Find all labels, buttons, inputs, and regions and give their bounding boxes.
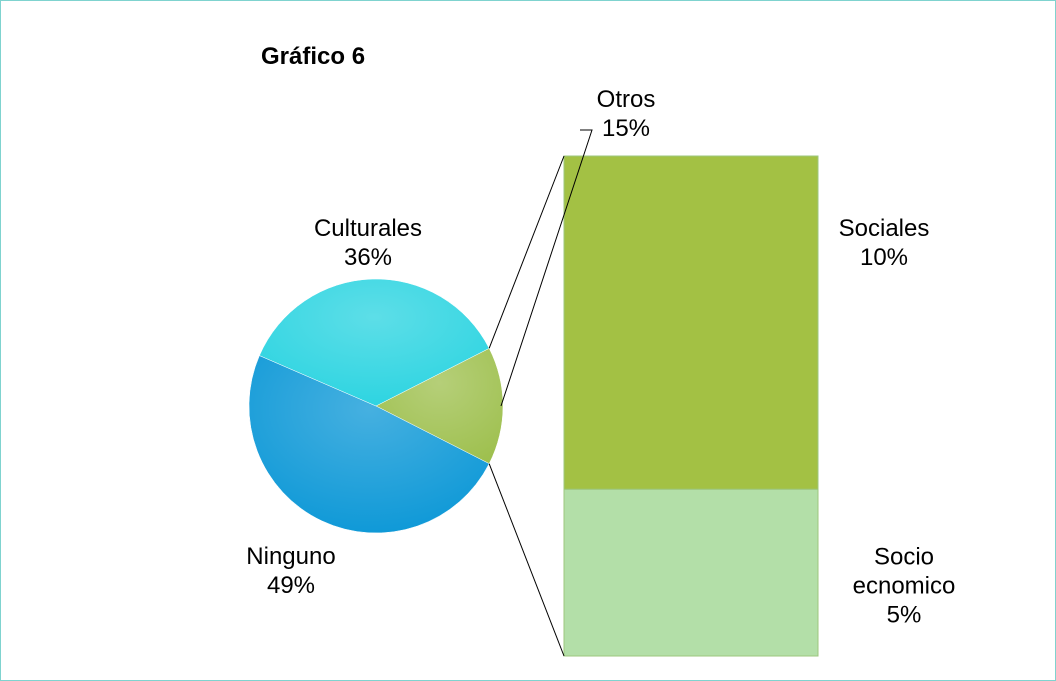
value-label: 49% bbox=[266, 572, 316, 599]
value-label: 10% bbox=[859, 244, 909, 271]
value-label: 15% bbox=[601, 115, 651, 142]
connector bbox=[488, 155, 565, 349]
category-label: Ninguno bbox=[246, 543, 336, 570]
category-label: Sociales bbox=[838, 215, 930, 242]
chart-title: Gráfico 6 bbox=[261, 43, 366, 70]
bar-segment bbox=[563, 155, 819, 490]
value-label: 5% bbox=[886, 601, 922, 629]
bar-segment bbox=[563, 488, 819, 657]
slice-label: Ninguno 49% bbox=[246, 542, 335, 600]
slice-shine bbox=[259, 278, 490, 407]
slice-shine bbox=[375, 348, 504, 464]
bar-label: Socio ecnomico 5% bbox=[834, 543, 974, 630]
category-label: Culturales bbox=[313, 215, 423, 242]
category-label: Socio ecnomico bbox=[852, 543, 956, 600]
bar-label: Sociales 10% bbox=[814, 214, 954, 272]
slice-label: Otros 15% bbox=[597, 85, 656, 143]
category-label: Otros bbox=[596, 86, 656, 113]
value-label: 36% bbox=[343, 244, 393, 271]
slice-shine bbox=[248, 355, 490, 534]
leader-line bbox=[500, 129, 593, 407]
slice-label: Culturales 36% bbox=[314, 214, 422, 272]
connector bbox=[488, 463, 565, 657]
